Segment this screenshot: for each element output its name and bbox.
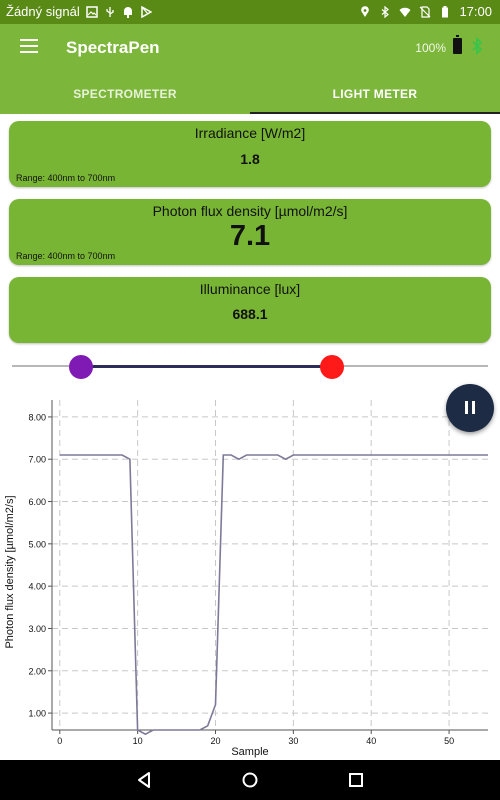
- pfd-line-chart: 1.00 2.00 3.00 4.00 5.00 6.00 7.00 8.00 0 10 20 30…: [4, 400, 488, 758]
- chart-area: 1.00 2.00 3.00 4.00 5.00 6.00 7.00 8.00 0 10 20 30…: [0, 390, 500, 760]
- wavelength-range-slider[interactable]: [12, 355, 488, 379]
- chart-x-label: Sample: [231, 746, 268, 758]
- illuminance-value: 688.1: [232, 306, 268, 322]
- pfd-card: Photon flux density [µmol/m2/s] 7.1 Rang…: [9, 199, 491, 265]
- app-title: SpectraPen: [66, 38, 160, 57]
- recents-icon[interactable]: [343, 768, 369, 792]
- battery-icon: [453, 35, 462, 54]
- y-tick-label: 6.00: [28, 497, 46, 507]
- y-tick-label: 1.00: [28, 709, 46, 719]
- status-bar: Žádný signál 17:00: [0, 0, 500, 24]
- x-tick-label: 10: [133, 736, 143, 746]
- slider-selected-range: [81, 365, 332, 368]
- tab-bar: SPECTROMETER LIGHT METER: [0, 72, 500, 114]
- illuminance-card: Illuminance [lux] 688.1: [9, 277, 491, 343]
- pfd-range: Range: 400nm to 700nm: [16, 251, 116, 261]
- x-tick-label: 0: [57, 736, 62, 746]
- slider-high-thumb[interactable]: [320, 355, 344, 379]
- android-debug-icon: [123, 6, 132, 18]
- slider-low-thumb[interactable]: [69, 355, 93, 379]
- carrier-text: Žádný signál: [6, 4, 80, 19]
- irradiance-value: 1.8: [240, 151, 260, 167]
- bluetooth-icon[interactable]: [470, 37, 484, 55]
- no-sim-icon: [420, 5, 431, 18]
- x-tick-label: 20: [210, 736, 220, 746]
- x-tick-label: 40: [366, 736, 376, 746]
- pause-icon: [465, 401, 468, 414]
- y-tick-label: 7.00: [28, 455, 46, 465]
- pause-button[interactable]: [446, 384, 494, 432]
- menu-icon[interactable]: [20, 39, 40, 55]
- y-tick-label: 5.00: [28, 539, 46, 549]
- chart-y-ticks: 1.00 2.00 3.00 4.00 5.00 6.00 7.00 8.00: [28, 412, 52, 719]
- irradiance-title: Irradiance [W/m2]: [194, 125, 306, 141]
- chart-grid: [52, 400, 488, 730]
- tab-spectrometer[interactable]: SPECTROMETER: [73, 87, 177, 101]
- pause-icon-bar: [472, 401, 475, 414]
- image-icon: [85, 5, 98, 18]
- series-line: [59, 454, 488, 736]
- back-icon[interactable]: [131, 768, 157, 792]
- irradiance-range: Range: 400nm to 700nm: [16, 173, 116, 183]
- pfd-value: 7.1: [229, 220, 271, 252]
- chart-y-label: Photon flux density [µmol/m2/s]: [4, 495, 16, 648]
- chart-x-ticks: 0 10 20 30 40 50: [57, 730, 454, 746]
- play-store-icon: [140, 5, 152, 18]
- irradiance-card: Irradiance [W/m2] 1.8 Range: 400nm to 70…: [9, 121, 491, 187]
- pfd-title: Photon flux density [µmol/m2/s]: [152, 203, 348, 219]
- illuminance-title: Illuminance [lux]: [199, 281, 301, 297]
- x-tick-label: 50: [444, 736, 454, 746]
- home-icon[interactable]: [237, 768, 263, 792]
- x-tick-label: 30: [288, 736, 298, 746]
- tab-light-meter[interactable]: LIGHT METER: [250, 72, 500, 114]
- chart-series: [59, 454, 488, 736]
- battery-percent: 100%: [415, 41, 446, 55]
- y-tick-label: 8.00: [28, 412, 46, 422]
- usb-icon: [106, 6, 114, 17]
- y-tick-label: 3.00: [28, 624, 46, 634]
- clock: 17:00: [459, 4, 492, 19]
- y-tick-label: 4.00: [28, 582, 46, 592]
- navigation-bar: [0, 760, 500, 800]
- battery-icon: [442, 5, 449, 17]
- bluetooth-icon: [382, 5, 390, 18]
- chart-axes: [51, 400, 488, 731]
- app-bar: SpectraPen 100%: [0, 24, 500, 72]
- location-icon: [361, 5, 370, 17]
- y-tick-label: 2.00: [28, 666, 46, 676]
- wifi-icon: [399, 7, 411, 17]
